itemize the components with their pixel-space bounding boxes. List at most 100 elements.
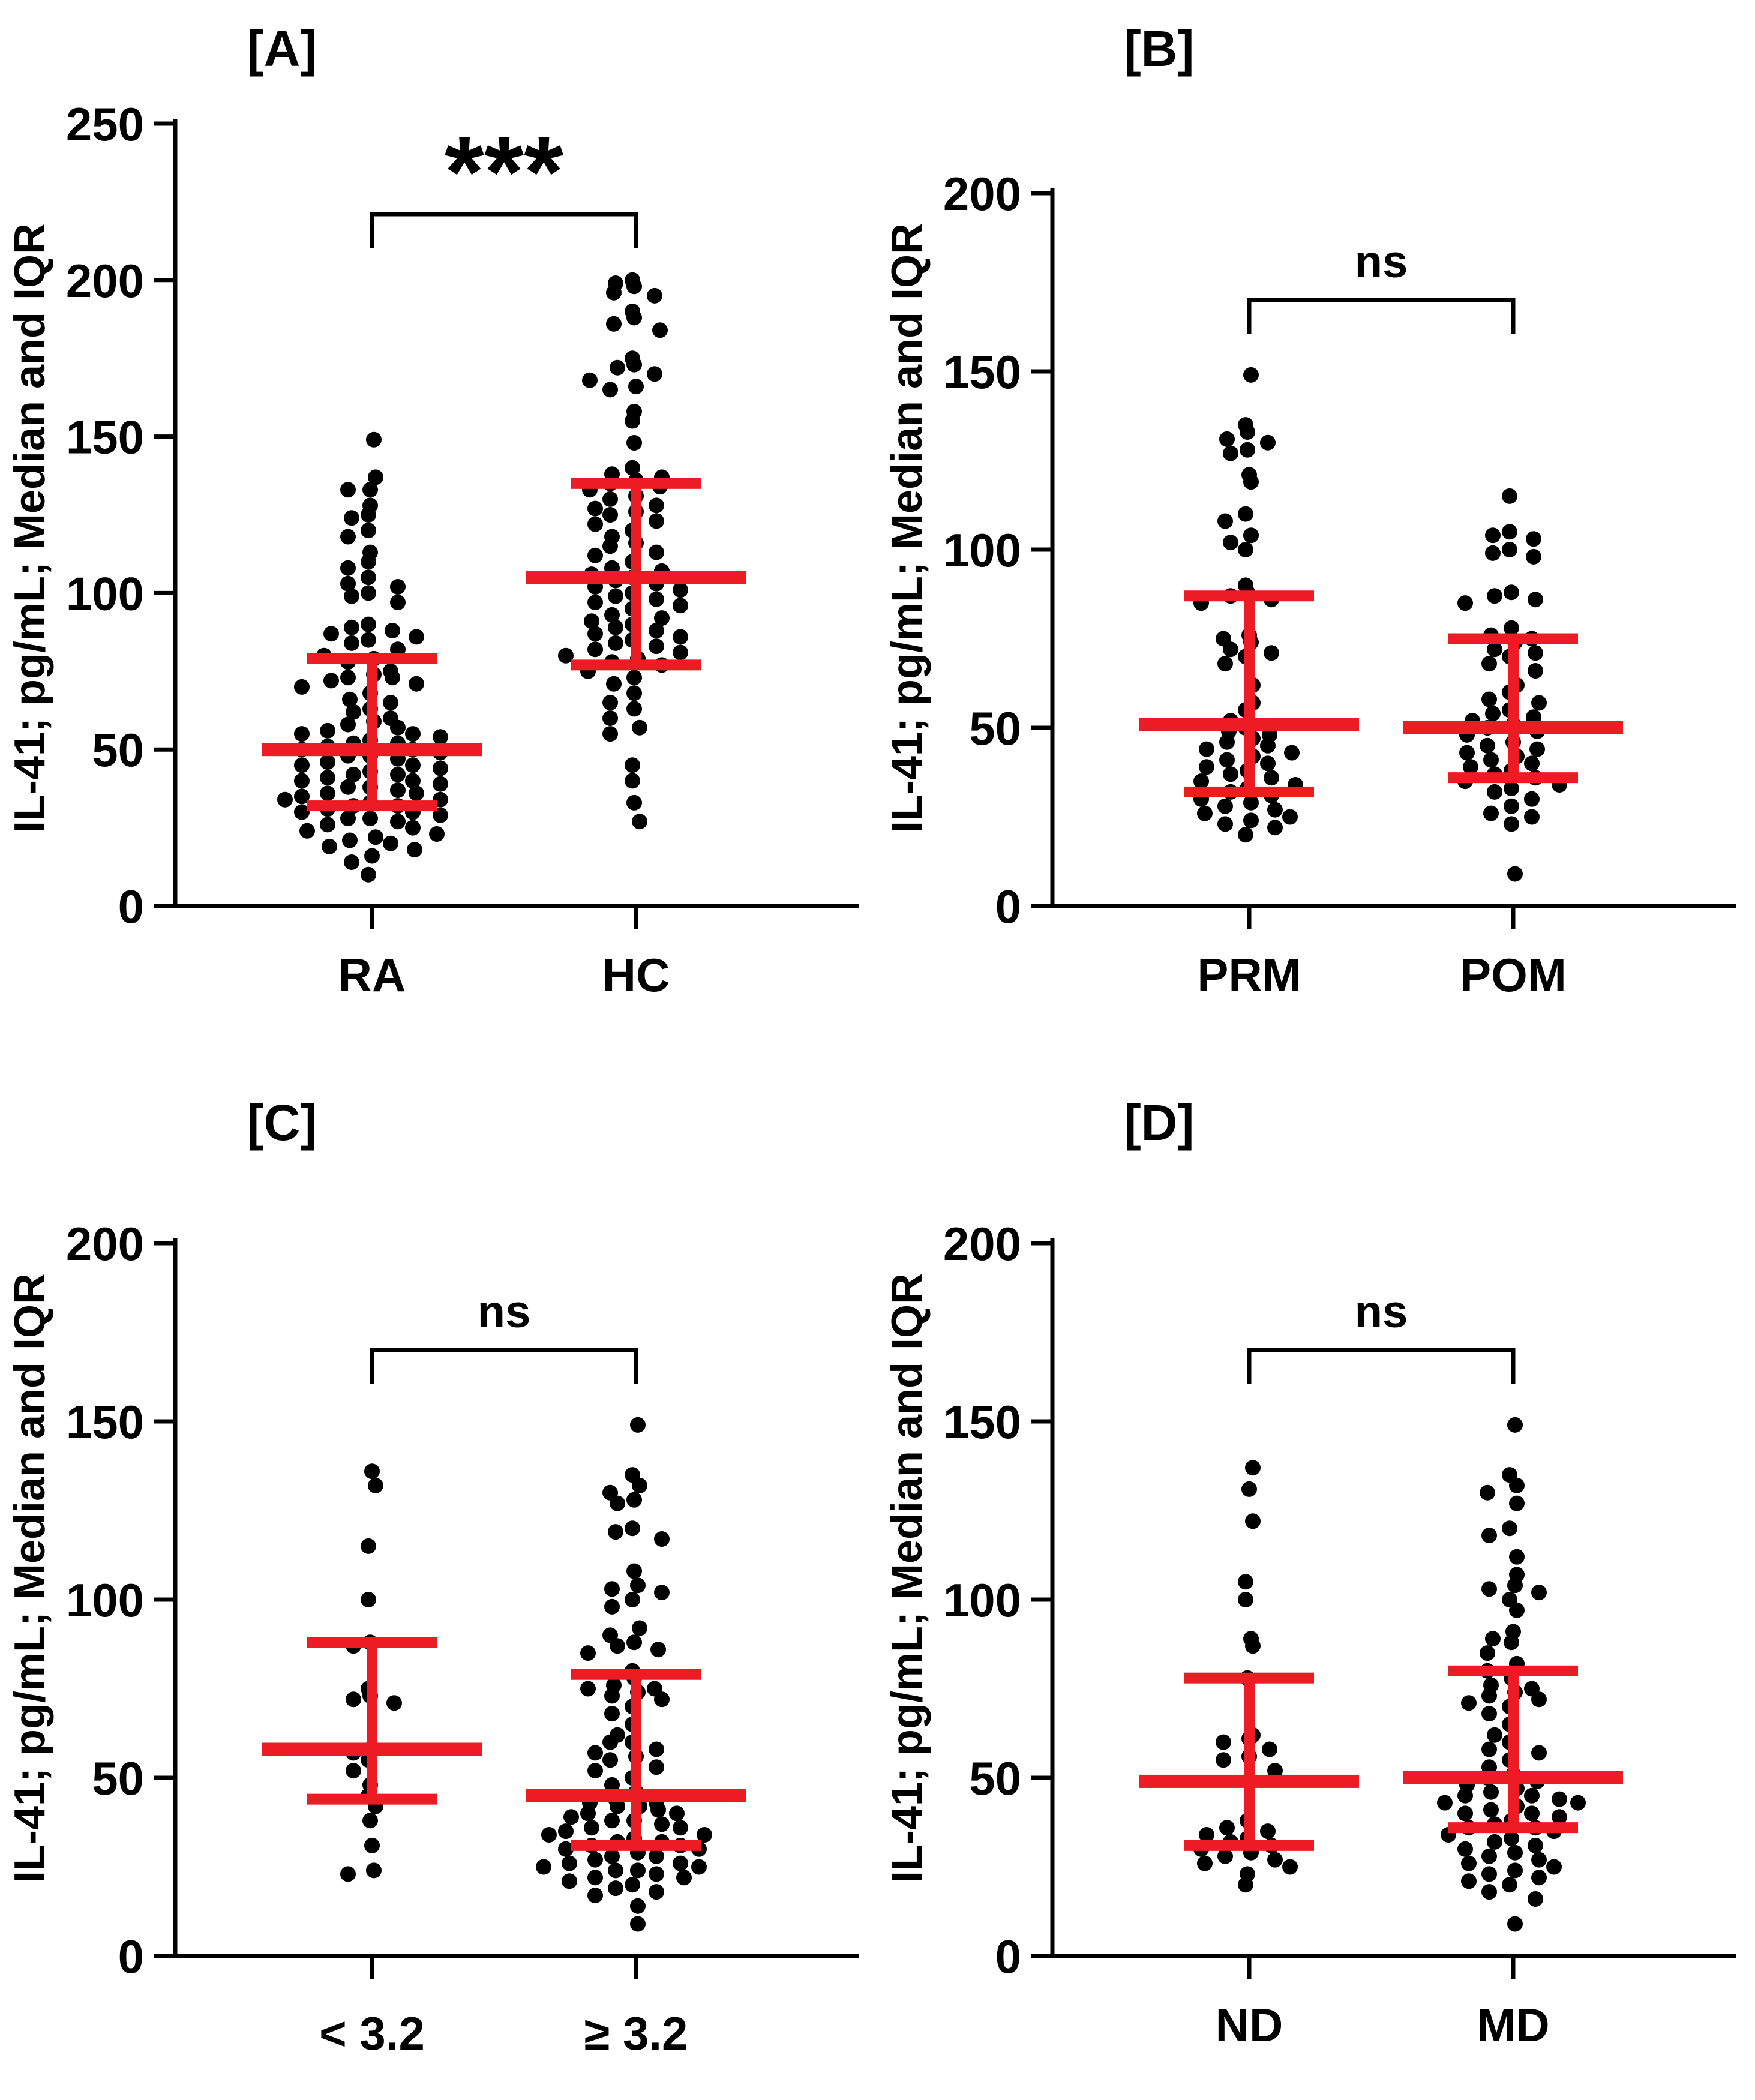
iqr-cap-lower — [1184, 1840, 1314, 1851]
iqr-stem — [1508, 638, 1519, 778]
data-point — [587, 1852, 603, 1868]
data-point — [361, 1592, 376, 1607]
significance-label: ns — [1355, 236, 1408, 287]
data-point — [1504, 816, 1519, 832]
data-point — [649, 1848, 664, 1864]
data-point — [1507, 1417, 1523, 1433]
iqr-cap-lower — [307, 800, 437, 812]
data-point — [361, 507, 376, 523]
iqr-cap-upper — [307, 1637, 437, 1648]
data-point — [654, 1531, 670, 1547]
data-point — [1240, 424, 1255, 440]
data-point — [606, 284, 622, 301]
data-point — [602, 1752, 618, 1768]
data-point — [604, 1706, 620, 1722]
data-point — [626, 1634, 642, 1651]
data-point — [1546, 1859, 1562, 1875]
data-point — [344, 588, 359, 604]
data-point — [1480, 1484, 1495, 1501]
data-point — [1483, 752, 1499, 768]
data-point — [625, 1520, 640, 1537]
data-point — [604, 1813, 620, 1829]
iqr-stem — [631, 1674, 641, 1846]
data-point — [1481, 691, 1497, 707]
data-point — [649, 1866, 664, 1882]
group-label: HC — [602, 949, 670, 1001]
data-point — [587, 500, 603, 517]
data-point — [1245, 1460, 1261, 1476]
data-point — [584, 1820, 599, 1836]
data-point — [344, 619, 359, 635]
data-point — [1528, 592, 1543, 608]
data-point — [649, 497, 664, 514]
data-point — [1217, 656, 1233, 672]
data-point — [647, 366, 662, 382]
data-point — [626, 356, 642, 373]
median-line — [262, 743, 482, 757]
data-point — [294, 679, 310, 695]
data-point — [630, 1916, 646, 1932]
data-point — [604, 1598, 620, 1615]
data-point — [1267, 1763, 1283, 1779]
data-point — [1483, 1802, 1499, 1818]
data-point — [1481, 1741, 1497, 1757]
data-point — [608, 619, 623, 635]
data-point — [602, 507, 618, 523]
data-point — [673, 629, 688, 645]
iqr-cap-lower — [571, 659, 701, 671]
data-point — [1531, 695, 1547, 711]
data-point — [340, 560, 356, 576]
data-point — [584, 613, 599, 629]
data-point — [649, 544, 664, 560]
data-point — [1502, 488, 1517, 504]
data-point — [429, 826, 445, 842]
data-point — [1526, 709, 1541, 725]
data-point — [1238, 506, 1253, 522]
data-point — [1526, 548, 1541, 565]
data-point — [383, 835, 398, 851]
data-point — [1524, 1805, 1540, 1822]
data-point — [1504, 584, 1519, 601]
median-line — [1139, 718, 1359, 731]
data-point — [602, 382, 618, 398]
data-point — [1457, 1805, 1473, 1822]
data-point — [649, 623, 664, 638]
significance-bracket — [1247, 1348, 1516, 1384]
data-point — [1480, 737, 1495, 754]
data-point — [1219, 431, 1235, 447]
data-point — [602, 695, 618, 710]
data-point — [1509, 1549, 1525, 1565]
y-axis-label: IL-41; pg/mL; Median and IQR — [6, 223, 54, 833]
data-point — [1481, 1688, 1497, 1704]
data-point — [1481, 1884, 1497, 1900]
data-point — [340, 670, 356, 686]
significance-label: ns — [1355, 1286, 1408, 1337]
data-point — [536, 1859, 551, 1875]
data-point — [385, 623, 400, 638]
data-point — [366, 431, 382, 448]
data-point — [1504, 1634, 1519, 1651]
data-point — [1260, 434, 1276, 451]
data-point — [340, 779, 356, 795]
iqr-cap-upper — [1184, 1672, 1314, 1684]
iqr-stem — [367, 658, 377, 806]
data-point — [1485, 1631, 1501, 1647]
data-point — [1217, 816, 1233, 832]
data-point — [1241, 1481, 1257, 1497]
data-point — [1223, 535, 1238, 551]
data-point — [608, 1524, 623, 1540]
data-point — [1509, 1477, 1525, 1493]
y-tick-label: 50 — [969, 702, 1021, 755]
data-point — [323, 626, 339, 642]
data-point — [323, 673, 339, 689]
data-point — [1282, 1859, 1298, 1875]
data-point — [405, 820, 421, 836]
data-point — [1531, 1745, 1547, 1761]
data-point — [541, 1827, 557, 1843]
error-bar-group — [1139, 1672, 1359, 1851]
data-point — [1483, 1784, 1499, 1800]
data-point — [1531, 1585, 1547, 1601]
data-point — [587, 1745, 603, 1761]
iqr-stem — [1244, 596, 1255, 792]
data-point — [433, 760, 448, 776]
